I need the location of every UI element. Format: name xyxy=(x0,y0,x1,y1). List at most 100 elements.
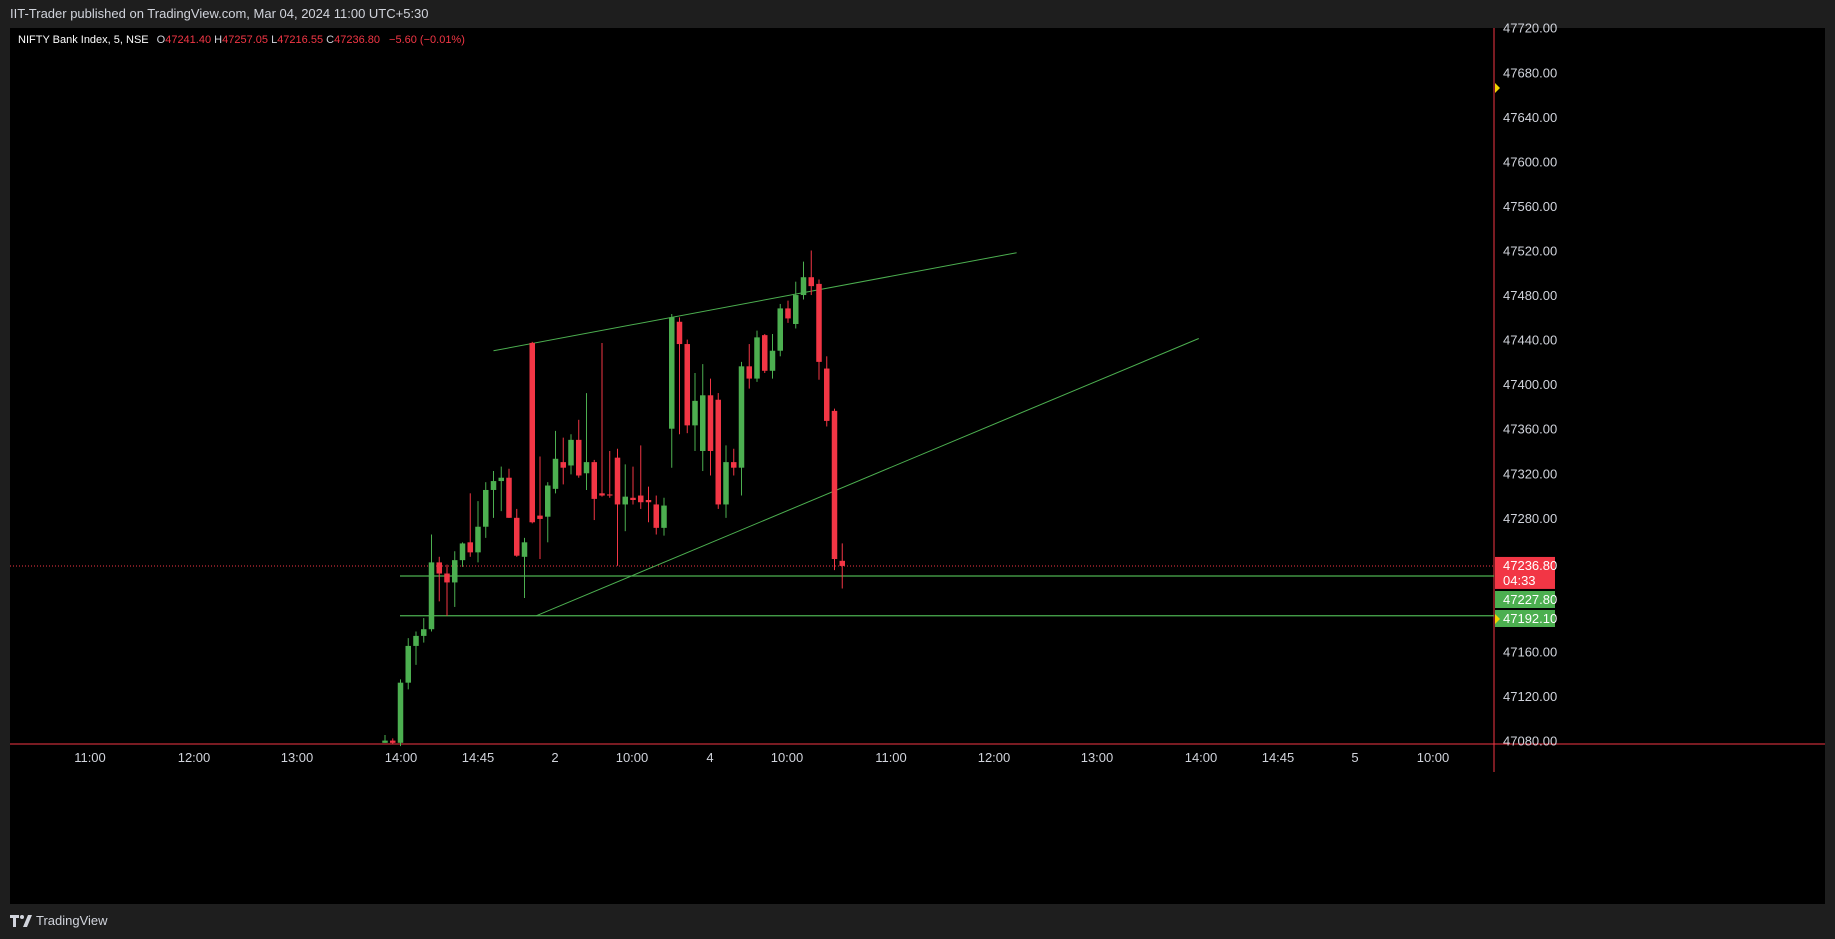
candle xyxy=(514,508,520,557)
candle xyxy=(785,300,791,323)
candle-body xyxy=(490,481,497,490)
x-tick-label: 10:00 xyxy=(1417,750,1450,765)
candle-body xyxy=(800,277,807,296)
chart-legend: NIFTY Bank Index, 5, NSE O47241.40 H47257… xyxy=(18,34,465,46)
candle xyxy=(413,631,419,665)
x-tick-label: 14:45 xyxy=(462,750,495,765)
candle xyxy=(498,466,504,512)
candle xyxy=(568,434,574,475)
candle-body xyxy=(731,462,737,468)
candle-body xyxy=(669,317,675,429)
candle xyxy=(475,501,481,563)
y-tick-label: 47640.00 xyxy=(1503,110,1557,125)
candle-body xyxy=(560,462,566,468)
candle-body xyxy=(591,462,597,499)
candle xyxy=(490,471,497,518)
candle-body xyxy=(684,344,690,426)
candle-body xyxy=(630,497,636,500)
candle xyxy=(421,618,427,643)
price-chart-svg[interactable]: 47720.00 47680.00 47640.00 47600.00 47560.00… xyxy=(0,0,1835,904)
candle xyxy=(382,735,388,743)
candle xyxy=(676,317,683,435)
x-tick-label: 12:00 xyxy=(178,750,211,765)
candle xyxy=(762,334,768,374)
candle-body xyxy=(831,410,838,560)
candle xyxy=(816,279,822,380)
candle-body xyxy=(452,560,458,583)
candle-body xyxy=(661,505,667,528)
candle-body xyxy=(816,283,822,362)
x-tick-label: 10:00 xyxy=(771,750,804,765)
candle xyxy=(521,537,528,599)
candle xyxy=(800,261,807,300)
candle-body xyxy=(459,543,466,561)
price-tag-bg xyxy=(1495,610,1555,627)
candle-body xyxy=(638,495,644,503)
open-value: 47241.40 xyxy=(165,34,212,46)
candle-body xyxy=(444,573,450,583)
candle-body xyxy=(498,477,504,482)
tradingview-brand[interactable]: TradingView xyxy=(10,913,108,928)
candle xyxy=(452,551,458,607)
candle-body xyxy=(777,308,783,351)
candle-body xyxy=(769,350,776,371)
candle xyxy=(545,482,551,543)
candle-body xyxy=(545,485,551,517)
candle xyxy=(723,445,729,518)
candle-body xyxy=(676,321,683,345)
high-label: H xyxy=(214,34,223,46)
candle xyxy=(428,534,435,632)
trendline-lower xyxy=(535,338,1199,617)
candle xyxy=(537,456,543,560)
y-tick-label: 47600.00 xyxy=(1503,154,1557,169)
candle xyxy=(630,466,636,505)
footer-bar: TradingView xyxy=(0,904,1835,939)
symbol-title: NIFTY Bank Index, 5, NSE xyxy=(18,34,149,46)
candle-body xyxy=(622,496,628,505)
y-tick-label: 47520.00 xyxy=(1503,243,1557,258)
candle xyxy=(390,738,396,744)
x-tick-label: 14:00 xyxy=(1185,750,1218,765)
candle xyxy=(700,364,706,472)
candle-body xyxy=(839,560,845,566)
x-tick-label: 11:00 xyxy=(74,750,106,765)
candle-body xyxy=(707,395,714,451)
candle-body xyxy=(436,562,442,574)
candle-body xyxy=(824,368,830,421)
candle-body xyxy=(599,493,605,496)
price-tag-2: 47192.10 xyxy=(1495,610,1557,627)
brand-label: TradingView xyxy=(36,913,108,928)
candle xyxy=(638,445,644,509)
candle xyxy=(715,393,721,509)
alert-marker xyxy=(1495,83,1500,93)
candle xyxy=(397,679,404,747)
candle xyxy=(769,334,776,379)
candle-body xyxy=(576,439,582,476)
y-tick-label: 47480.00 xyxy=(1503,288,1557,303)
y-tick-label: 47680.00 xyxy=(1503,65,1557,80)
price-tag-label: 47236.80 xyxy=(1503,558,1557,573)
chart-area[interactable] xyxy=(10,28,1825,904)
candle-body xyxy=(405,645,411,683)
candle-body xyxy=(537,515,543,519)
candle-body xyxy=(700,395,706,451)
candle xyxy=(436,556,442,602)
x-tick-label: 2 xyxy=(551,750,558,765)
candle xyxy=(839,543,845,589)
price-tag-bg xyxy=(1495,556,1555,589)
candle xyxy=(444,564,450,616)
open-label: O xyxy=(156,34,166,46)
candle-body xyxy=(793,295,799,325)
candle xyxy=(599,342,605,497)
candle xyxy=(746,344,752,389)
x-tick-label: 14:00 xyxy=(385,750,418,765)
y-tick-label: 47720.00 xyxy=(1503,21,1557,36)
y-tick-label: 47360.00 xyxy=(1503,422,1557,437)
candle xyxy=(506,468,512,518)
close-value: 47236.80 xyxy=(334,34,380,46)
candle-body xyxy=(738,366,745,468)
candle-body xyxy=(390,740,396,743)
candle-body xyxy=(413,635,419,646)
candle-body xyxy=(653,504,659,528)
